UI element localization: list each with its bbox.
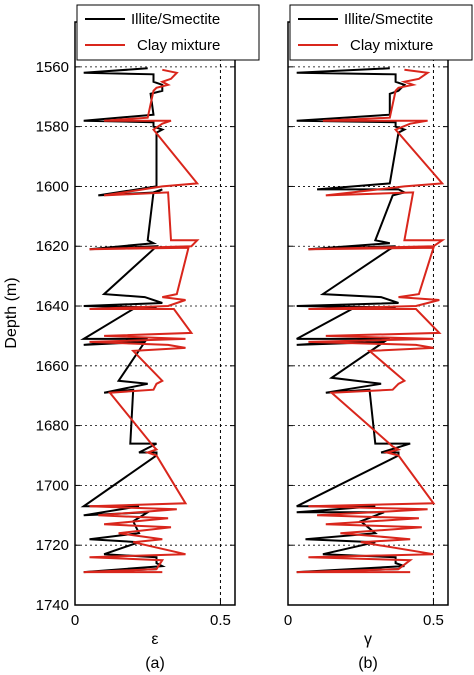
series-line-illite-smectite [80, 67, 166, 574]
panel-b-label: (b) [358, 655, 378, 672]
panel-b-x-ticks: 0 0.5 [284, 600, 444, 629]
y-tick-label-1640: 1640 [36, 298, 69, 315]
y-tick-label-1680: 1680 [36, 418, 69, 435]
panel-b-legend: Illite/Smectite Clay mixture [289, 4, 473, 61]
y-tick-label-1620: 1620 [36, 238, 69, 255]
panel-b-legend-label-illite: Illite/Smectite [344, 11, 433, 28]
y-tick-label-1560: 1560 [36, 59, 69, 76]
panel-b-series [296, 67, 446, 574]
panel-b-y-ticks [288, 66, 448, 606]
panel-a-series [80, 67, 200, 574]
panel-a-label: (a) [145, 655, 165, 672]
panel-a-legend: Illite/Smectite Clay mixture [76, 4, 260, 61]
y-tick-label-1580: 1580 [36, 119, 69, 136]
x-tick-label-0: 0 [71, 612, 79, 629]
y-tick-label-1740: 1740 [36, 597, 69, 614]
x-tick-label-0: 0 [284, 612, 292, 629]
panel-b-legend-label-clay: Clay mixture [350, 37, 433, 54]
panel-a: 1560 1580 1600 1620 1640 1660 1680 1700 1720 1740… [3, 4, 260, 672]
series-line-illite-smectite [296, 67, 411, 574]
y-tick-label-1720: 1720 [36, 537, 69, 554]
panel-b: 0 0.5 γ (b) Illite/Smectite Clay mixture [284, 4, 473, 672]
panel-a-legend-box [76, 4, 260, 61]
panel-a-y-ticks: 1560 1580 1600 1620 1640 1660 1680 1700 1720 1740 [36, 59, 235, 614]
panel-a-legend-label-illite: Illite/Smectite [131, 11, 220, 28]
series-line-clay-mixture [83, 68, 200, 574]
y-tick-label-1600: 1600 [36, 178, 69, 195]
panel-a-legend-label-clay: Clay mixture [137, 37, 220, 54]
panel-a-x-ticks: 0 0.5 [71, 600, 231, 629]
x-tick-label-1: 0.5 [423, 612, 444, 629]
series-line-clay-mixture [296, 68, 446, 574]
y-tick-label-1660: 1660 [36, 358, 69, 375]
y-axis-label: Depth (m) [3, 277, 20, 348]
panel-b-x-axis-label: γ [364, 631, 372, 648]
panel-a-x-axis-label: ε [151, 631, 158, 648]
panel-b-legend-box [289, 4, 473, 61]
y-tick-label-1700: 1700 [36, 477, 69, 494]
x-tick-label-1: 0.5 [210, 612, 231, 629]
